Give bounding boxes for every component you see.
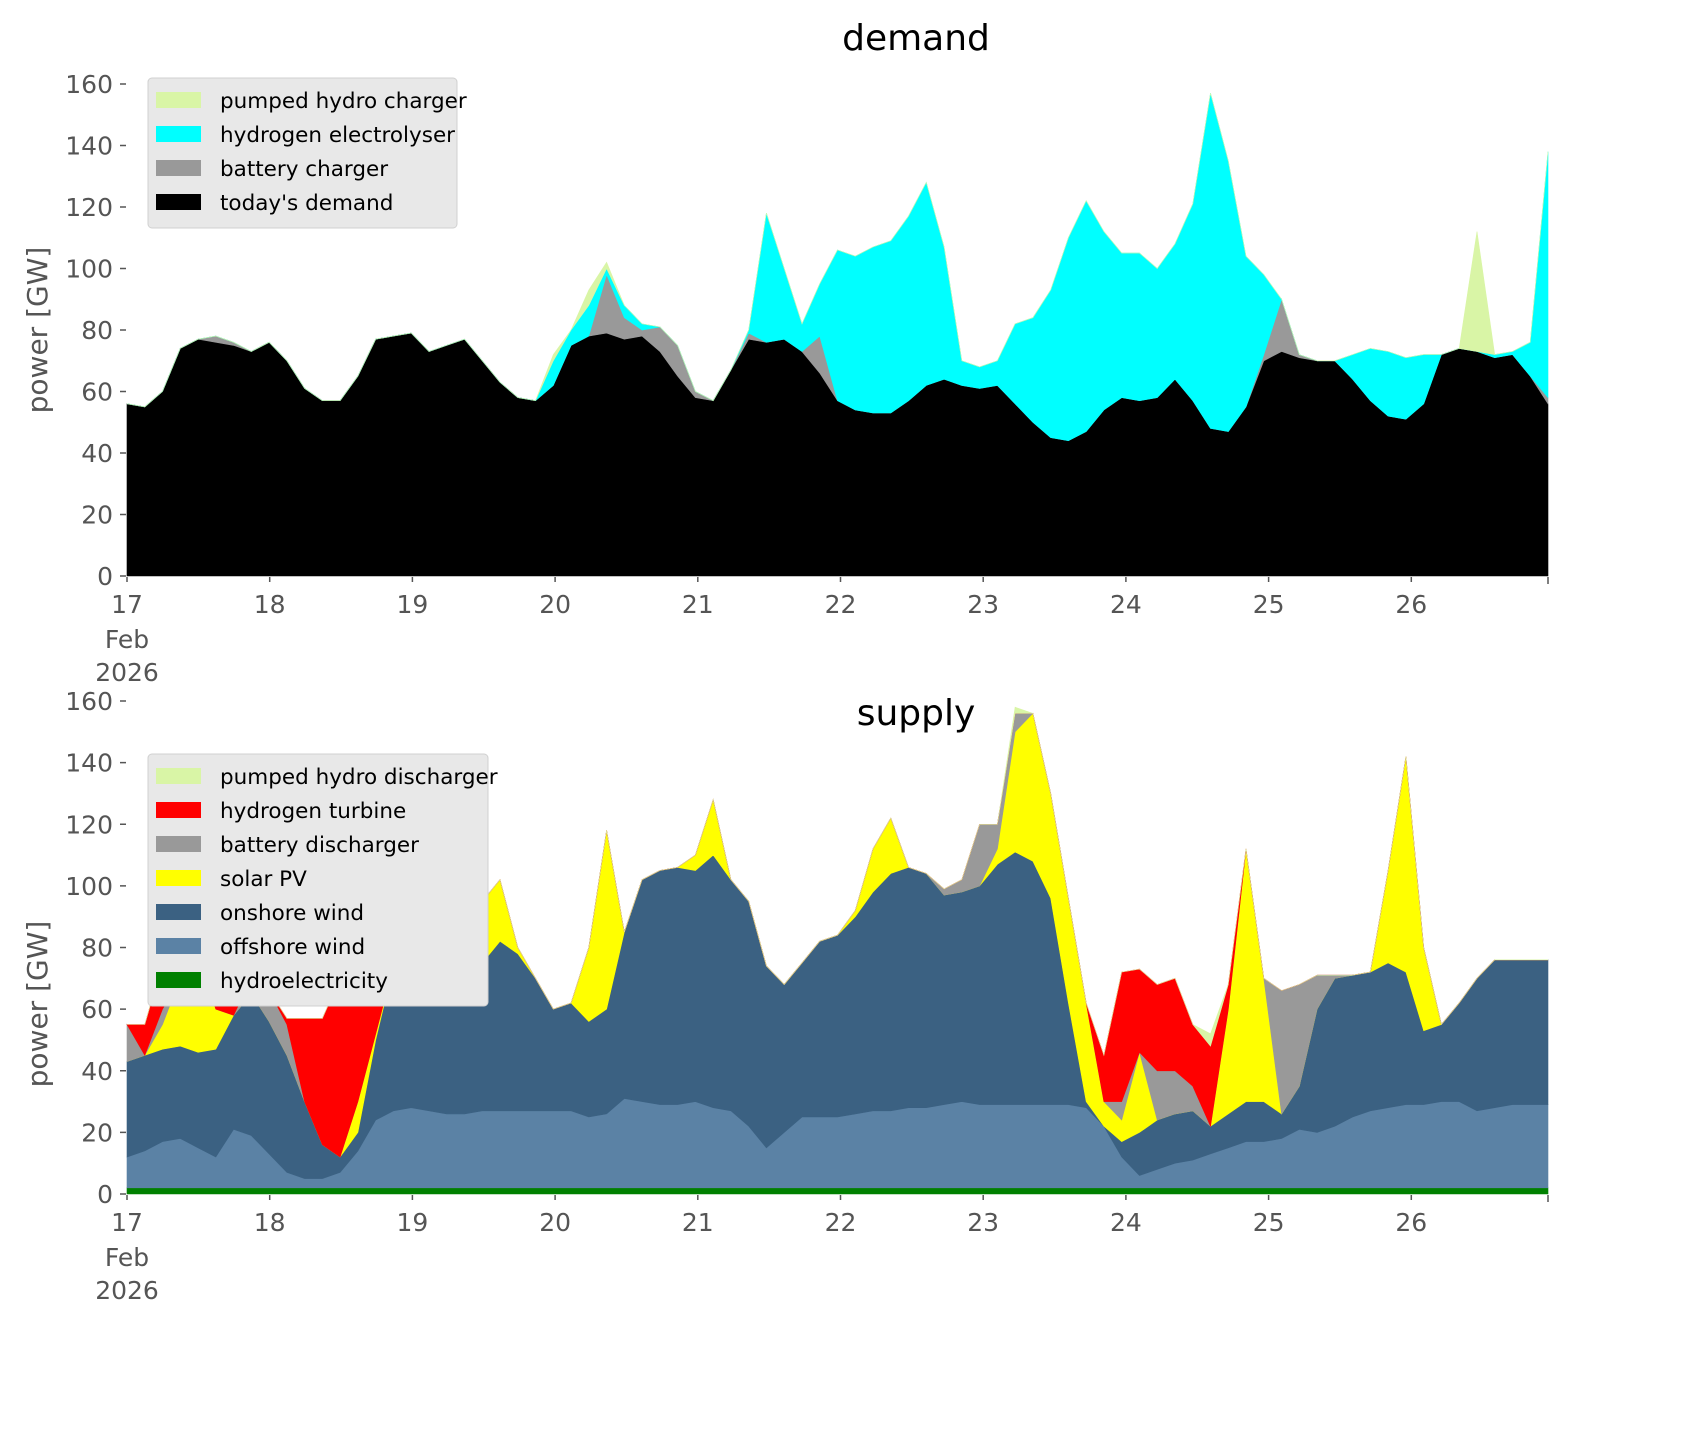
x-tick-label: 19	[396, 1208, 428, 1237]
y-tick-label: 160	[65, 70, 113, 99]
legend-swatch	[156, 972, 201, 988]
x-tick-label: 17	[111, 590, 143, 619]
x-tick-sublabel: 2026	[95, 658, 159, 687]
x-tick-sublabel: Feb	[105, 1243, 149, 1272]
legend-label: solar PV	[220, 867, 307, 892]
x-tick-label: 17	[111, 1208, 143, 1237]
y-tick-label: 0	[97, 1180, 113, 1209]
x-tick-label: 25	[1253, 590, 1285, 619]
legend-label: pumped hydro discharger	[220, 765, 498, 790]
demand-x-axis: 17 18 19 20 21 22 23 24 25 26 Feb 2026	[95, 577, 1549, 687]
area-hydroelectricity	[126, 1187, 1549, 1195]
legend-swatch	[156, 768, 201, 784]
legend-label: hydrogen electrolyser	[220, 123, 455, 148]
x-tick-label: 23	[967, 590, 999, 619]
x-tick-label: 18	[254, 590, 286, 619]
y-tick-label: 40	[81, 439, 113, 468]
y-tick-label: 80	[81, 934, 113, 963]
y-tick-label: 100	[65, 255, 113, 284]
y-tick-label: 0	[97, 562, 113, 591]
y-tick-label: 60	[81, 378, 113, 407]
demand-y-axis: 0 20 40 60 80 100 120 140 160	[65, 70, 126, 591]
supply-y-label: power [GW]	[21, 921, 54, 1088]
demand-areas	[126, 93, 1549, 577]
y-tick-label: 140	[65, 132, 113, 161]
supply-panel: supply 0 20 40 60 80 100 120 140 160 17 18 19 20 21 2…	[21, 687, 1549, 1305]
supply-legend: pumped hydro discharger hydrogen turbine b…	[147, 753, 498, 1007]
y-tick-label: 20	[81, 501, 113, 530]
x-tick-label: 21	[682, 1208, 714, 1237]
x-tick-label: 25	[1253, 1208, 1285, 1237]
y-tick-label: 20	[81, 1118, 113, 1147]
x-tick-label: 20	[539, 1208, 571, 1237]
x-tick-sublabel: 2026	[95, 1276, 159, 1305]
x-tick-label: 22	[825, 590, 857, 619]
x-tick-label: 19	[396, 590, 428, 619]
x-tick-label: 21	[682, 590, 714, 619]
demand-y-label: power [GW]	[21, 247, 54, 414]
supply-y-axis: 0 20 40 60 80 100 120 140 160	[65, 687, 126, 1209]
legend-label: onshore wind	[220, 901, 364, 926]
demand-panel: demand 0 20 40 60 80 100 120 140 160 17 18 19 20 21 2…	[21, 18, 1549, 687]
supply-title: supply	[857, 693, 976, 734]
x-tick-label: 26	[1395, 590, 1427, 619]
legend-swatch	[156, 802, 201, 818]
legend-label: battery charger	[220, 157, 388, 182]
legend-swatch	[156, 92, 201, 108]
legend-label: offshore wind	[220, 935, 365, 960]
area-pumped-hydro-charger	[126, 93, 1549, 408]
x-tick-sublabel: Feb	[105, 625, 149, 654]
supply-x-axis: 17 18 19 20 21 22 23 24 25 26 Feb 2026	[95, 1195, 1549, 1305]
legend-label: battery discharger	[220, 833, 419, 858]
legend-swatch	[156, 836, 201, 852]
x-tick-label: 24	[1110, 590, 1142, 619]
legend-swatch	[156, 870, 201, 886]
x-tick-label: 20	[539, 590, 571, 619]
y-tick-label: 120	[65, 810, 113, 839]
legend-swatch	[156, 194, 201, 210]
legend-label: hydrogen turbine	[220, 799, 406, 824]
demand-title: demand	[842, 18, 990, 59]
x-tick-label: 22	[825, 1208, 857, 1237]
y-tick-label: 60	[81, 995, 113, 1024]
legend-box	[147, 77, 458, 229]
legend-swatch	[156, 160, 201, 176]
x-tick-label: 24	[1110, 1208, 1142, 1237]
x-tick-label: 26	[1395, 1208, 1427, 1237]
y-tick-label: 80	[81, 316, 113, 345]
legend-swatch	[156, 126, 201, 142]
x-tick-label: 18	[254, 1208, 286, 1237]
y-tick-label: 100	[65, 872, 113, 901]
legend-label: hydroelectricity	[220, 969, 388, 994]
y-tick-label: 160	[65, 687, 113, 716]
legend-label: today's demand	[220, 191, 393, 216]
legend-swatch	[156, 904, 201, 920]
legend-swatch	[156, 938, 201, 954]
y-tick-label: 120	[65, 193, 113, 222]
x-tick-label: 23	[967, 1208, 999, 1237]
legend-box	[147, 753, 489, 1007]
area-pumped-hydro-discharger	[127, 706, 1548, 1057]
supply-areas	[126, 706, 1549, 1195]
y-tick-label: 40	[81, 1057, 113, 1086]
demand-legend: pumped hydro charger hydrogen electrolyse…	[147, 77, 467, 229]
y-tick-label: 140	[65, 749, 113, 778]
legend-label: pumped hydro charger	[220, 89, 467, 114]
